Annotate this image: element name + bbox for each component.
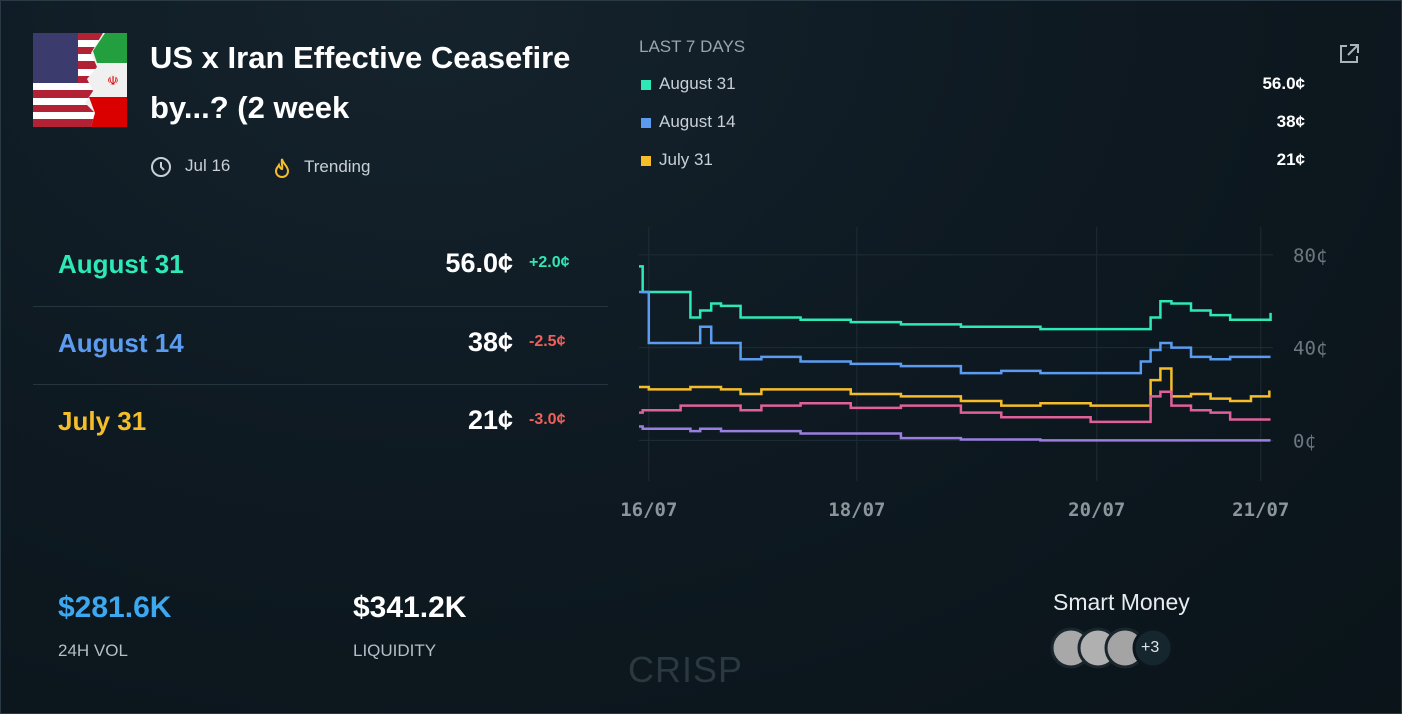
- legend-name: July 31: [659, 150, 713, 169]
- x-tick-label: 16/07: [620, 499, 677, 521]
- smart-money-avatars[interactable]: [1049, 626, 1179, 670]
- stat-value: $341.2K: [353, 591, 467, 624]
- y-tick-label: 0¢: [1293, 430, 1316, 452]
- outcome-price: 38¢: [467, 326, 513, 357]
- watermark: CRISP: [628, 649, 744, 690]
- legend-name: August 31: [659, 74, 736, 93]
- legend-value: 38¢: [1276, 112, 1305, 131]
- outcome-change: +2.0¢: [529, 254, 570, 271]
- outcome-change: -3.0¢: [529, 411, 566, 428]
- legend-value: 21¢: [1276, 150, 1305, 169]
- x-tick-label: 18/07: [828, 499, 885, 521]
- external-link-icon[interactable]: [1337, 42, 1361, 66]
- outcome-name: August 14: [58, 327, 184, 358]
- legend-swatch: [641, 118, 651, 128]
- legend-value: 56.0¢: [1262, 74, 1305, 93]
- series-line: [639, 390, 1271, 424]
- market-image: ☫: [33, 33, 127, 127]
- outcome-change: -2.5¢: [529, 332, 566, 350]
- trending-badge: Trending: [304, 157, 371, 176]
- stat-label: LIQUIDITY: [353, 641, 437, 660]
- series-line: [639, 290, 1271, 375]
- outcome-price: 56.0¢: [445, 248, 513, 278]
- outcome-name: August 31: [58, 249, 184, 279]
- outcome-name: July 31: [58, 406, 147, 436]
- legend-swatch: [641, 156, 651, 166]
- market-date: Jul 16: [185, 156, 231, 175]
- x-tick-label: 20/07: [1068, 499, 1125, 521]
- series-line: [639, 367, 1271, 407]
- divider: [33, 306, 608, 307]
- y-tick-label: 40¢: [1293, 338, 1327, 360]
- series-line: [639, 425, 1271, 442]
- stat-value: $281.6K: [58, 591, 172, 624]
- series-line: [639, 265, 1272, 331]
- smart-money-label: Smart Money: [1053, 589, 1190, 615]
- y-tick-label: 80¢: [1293, 245, 1327, 267]
- flame-icon: [274, 158, 290, 179]
- smart-money-more: +3: [1141, 639, 1160, 656]
- clock-icon: [151, 157, 171, 177]
- market-title: US x Iran Effective Ceasefire by...? (2 …: [150, 40, 571, 125]
- divider: [33, 384, 608, 385]
- legend-name: August 14: [659, 112, 736, 131]
- svg-text:☫: ☫: [108, 70, 118, 89]
- stat-label: 24H VOL: [58, 641, 128, 660]
- x-tick-label: 21/07: [1232, 499, 1289, 521]
- legend-title: LAST 7 DAYS: [639, 37, 746, 56]
- outcome-price: 21¢: [467, 405, 513, 435]
- legend-swatch: [641, 80, 651, 90]
